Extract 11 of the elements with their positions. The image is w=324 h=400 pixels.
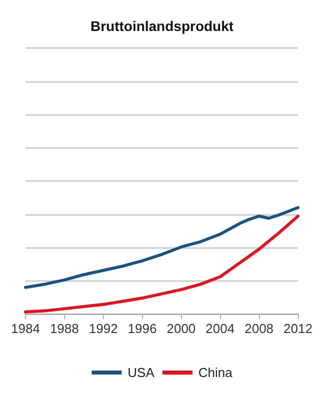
x-tick-label: 1984 — [11, 321, 40, 336]
x-tick-label: 2004 — [206, 321, 235, 336]
chart-title: Bruttoinlandsprodukt — [90, 18, 234, 34]
x-tick-label: 1996 — [128, 321, 157, 336]
legend-label: China — [198, 365, 234, 380]
x-tick-label: 2000 — [166, 321, 196, 336]
x-tick-label: 2008 — [244, 321, 274, 336]
x-tick-label: 1992 — [88, 321, 118, 336]
x-tick-label: 1988 — [50, 321, 79, 336]
legend-label: USA — [128, 365, 155, 380]
x-tick-label: 2012 — [284, 321, 312, 336]
